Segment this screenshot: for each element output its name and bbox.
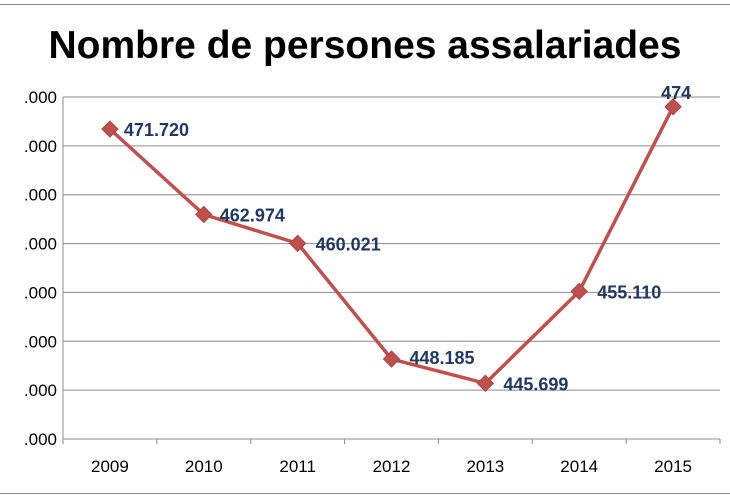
x-tick-label: 2009 (91, 457, 129, 476)
data-point-marker (288, 234, 307, 253)
data-point-marker (195, 205, 213, 224)
y-tick-label: .000 (24, 137, 57, 156)
y-tick-label: .000 (24, 186, 57, 205)
y-tick-label: .000 (24, 381, 57, 400)
data-points (101, 98, 682, 393)
x-tick-label: 2012 (373, 457, 411, 476)
y-tick-label: .000 (24, 235, 57, 254)
data-label: 462.974 (220, 206, 285, 226)
chart-title: Nombre de persones assalariades (49, 24, 682, 67)
x-tick-label: 2011 (279, 457, 316, 476)
data-point-marker (664, 98, 682, 116)
data-label: 471.720 (124, 120, 189, 140)
y-tick-label: .000 (24, 283, 57, 302)
data-label: 460.021 (316, 234, 381, 254)
x-tick-label: 2014 (560, 457, 598, 476)
series-line (108, 105, 675, 386)
data-label: 448.185 (410, 348, 475, 368)
x-tick-label: 2010 (185, 457, 223, 476)
chart-frame (0, 4, 730, 494)
data-point-marker (476, 374, 495, 393)
data-point-marker (570, 282, 588, 301)
y-tick-label: .000 (24, 88, 57, 107)
series-line-path (108, 105, 675, 386)
y-tick-label: .000 (24, 430, 57, 449)
data-label: 455.110 (597, 282, 661, 302)
data-labels: 471.720 462.974 460.021 448.185 445.699 455.1… (124, 83, 691, 395)
data-point-marker (382, 350, 401, 368)
x-tick-label: 2015 (654, 457, 692, 476)
x-tick-label: 2013 (466, 457, 504, 476)
data-label: 474 (661, 83, 691, 103)
y-axis-tick-labels: .000 .000 .000 .000 .000 .000 .000 .000 (24, 88, 57, 449)
y-tick-label: .000 (24, 332, 57, 351)
data-label: 445.699 (503, 374, 568, 394)
data-point-marker (101, 120, 119, 138)
gridlines (62, 96, 721, 444)
x-axis-tick-labels: 2009 2010 2011 2012 2013 2014 2015 (91, 457, 692, 476)
